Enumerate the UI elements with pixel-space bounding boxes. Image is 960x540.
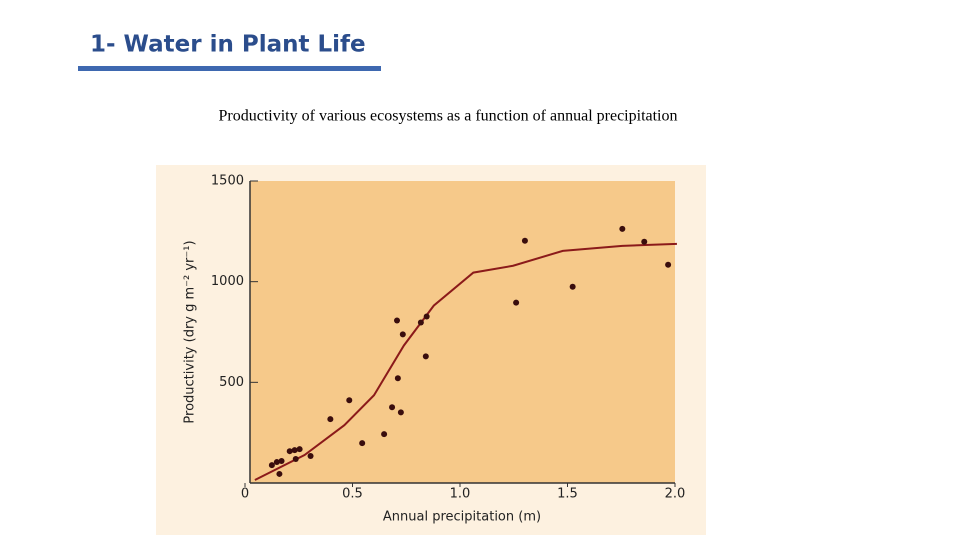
data-point <box>296 446 303 453</box>
data-point <box>641 238 648 245</box>
title-underline <box>78 66 381 71</box>
x-tick-label: 1.5 <box>557 487 578 502</box>
y-tick-label: 1500 <box>211 174 244 189</box>
data-point <box>389 404 396 411</box>
data-point <box>278 458 285 465</box>
data-point <box>286 448 293 455</box>
fit-curve <box>254 242 677 481</box>
y-tick-label: 1000 <box>211 274 244 289</box>
x-tick-label: 0.5 <box>342 487 363 502</box>
y-axis-label: Productivity (dry g m⁻² yr⁻¹) <box>183 240 198 423</box>
x-axis-label: Annual precipitation (m) <box>383 510 541 525</box>
data-point <box>665 261 672 268</box>
data-point <box>569 283 576 290</box>
data-point <box>359 440 366 447</box>
data-point <box>619 225 626 232</box>
plot-area <box>250 181 675 483</box>
slide-title: 1- Water in Plant Life <box>90 32 366 58</box>
data-point <box>394 375 401 382</box>
data-point <box>346 397 353 404</box>
data-point <box>327 416 334 423</box>
data-point <box>399 331 406 338</box>
data-point <box>417 319 424 326</box>
y-tick-label: 500 <box>219 375 244 390</box>
data-point <box>273 459 280 466</box>
caption: Productivity of various ecosystems as a … <box>219 108 678 125</box>
data-point <box>381 431 388 438</box>
data-point <box>423 313 430 320</box>
data-point <box>276 470 283 477</box>
x-tick-label: 1.0 <box>450 487 471 502</box>
data-point <box>291 447 298 454</box>
data-point <box>397 409 404 416</box>
data-point <box>521 237 528 244</box>
data-point <box>307 453 314 460</box>
x-tick-label: 2.0 <box>665 487 686 502</box>
data-point <box>268 462 275 469</box>
data-point <box>292 456 299 463</box>
data-point <box>422 353 429 360</box>
x-tick-label: 0 <box>241 487 249 502</box>
data-point <box>394 317 401 324</box>
data-point <box>513 299 520 306</box>
